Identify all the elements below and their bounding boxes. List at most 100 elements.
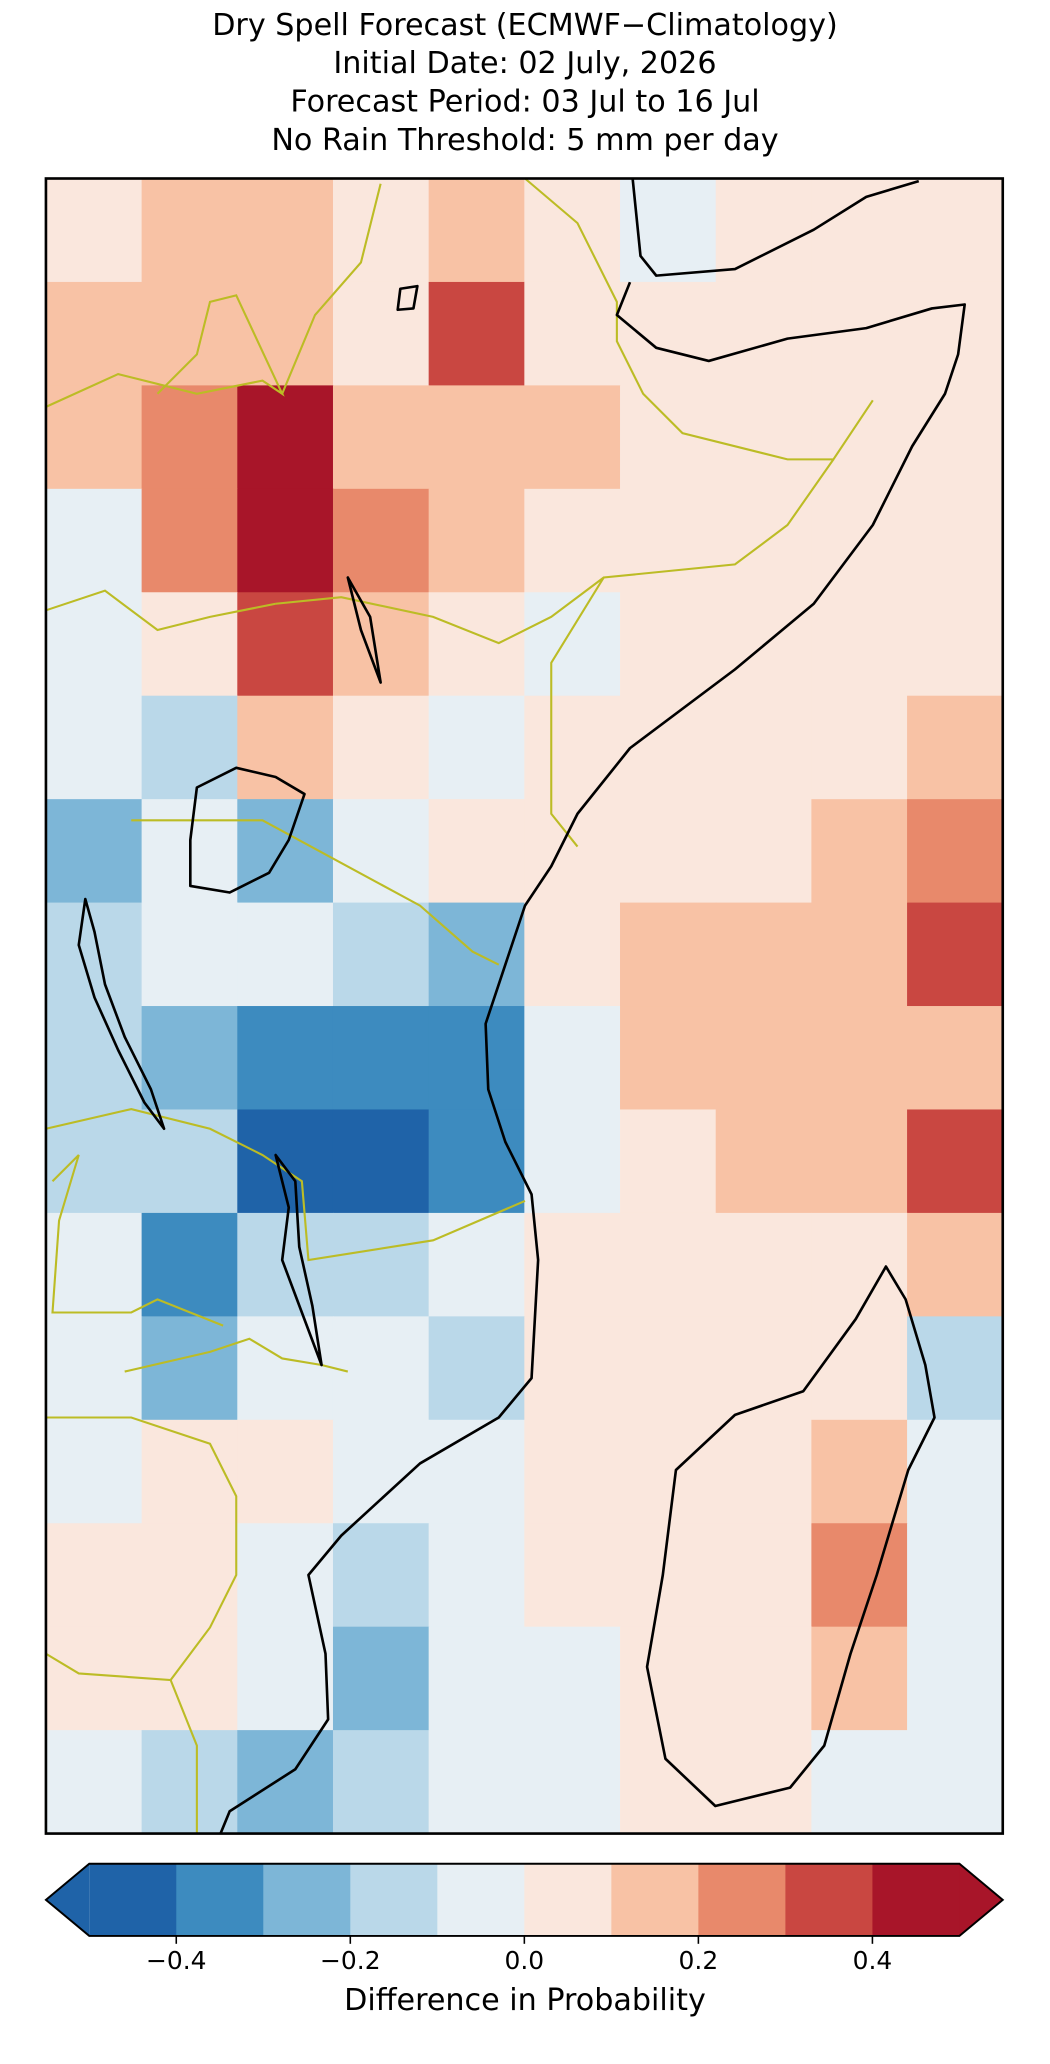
field-cell [811, 1626, 908, 1731]
field-cell [141, 902, 238, 1007]
field-cell [332, 488, 430, 593]
field-cell [45, 1730, 143, 1835]
field-cell [620, 281, 717, 387]
field-cell [620, 1419, 717, 1524]
border [275, 576, 605, 645]
field-cell [141, 1212, 238, 1318]
border [45, 589, 276, 632]
field-cell [45, 1316, 143, 1421]
field-cell [811, 1316, 908, 1421]
title-line: No Rain Threshold: 5 mm per day [271, 123, 778, 158]
field-cell [907, 281, 1004, 387]
field-cell [428, 1730, 525, 1835]
field-cell [524, 1626, 621, 1731]
field-cell [907, 1316, 1004, 1421]
title-line: Dry Spell Forecast (ECMWF−Climatology) [212, 8, 838, 43]
field-cell [907, 1419, 1004, 1524]
field-cell [524, 178, 621, 283]
field-cell [428, 178, 525, 283]
lake [189, 766, 306, 894]
coastline [219, 178, 966, 1835]
field-cell [332, 1109, 430, 1214]
field-cell [524, 1419, 621, 1524]
field-cell [524, 799, 621, 904]
field-cell [620, 488, 717, 593]
field-cell [620, 902, 717, 1007]
field-cell [524, 281, 621, 387]
field-cell [715, 695, 813, 800]
colorbar-bin [785, 1863, 873, 1936]
field-cell [620, 1730, 717, 1835]
lake [274, 1153, 323, 1367]
field-cell [237, 178, 334, 283]
field-cell [811, 799, 908, 904]
field-cell [237, 902, 334, 1007]
field-cell [715, 799, 813, 904]
field-cell [45, 799, 143, 904]
field-cell [811, 1006, 908, 1111]
border [51, 1154, 224, 1327]
field-cell [45, 1626, 143, 1731]
colorbar-bin [872, 1863, 960, 1936]
field-cell [620, 1212, 717, 1318]
field-cell [428, 1109, 525, 1214]
field-cell [237, 488, 334, 593]
field-cell [45, 385, 143, 490]
field-cell [332, 1730, 430, 1835]
colorbar-extend-max [959, 1863, 1003, 1936]
titles: Dry Spell Forecast (ECMWF−Climatology)In… [212, 8, 838, 158]
field-cell [332, 385, 430, 490]
field-cell [715, 1109, 813, 1214]
field-cell [811, 592, 908, 697]
field-cell [428, 1316, 525, 1421]
field-cell [524, 1730, 621, 1835]
field-cell [715, 1730, 813, 1835]
field-cell [332, 1626, 430, 1731]
field-cell [811, 1419, 908, 1524]
field-cell [45, 592, 143, 697]
field-cell [907, 488, 1004, 593]
field-cell [524, 1212, 621, 1318]
field-cell [45, 1006, 143, 1111]
field-cell [907, 1730, 1004, 1835]
field-cell [907, 902, 1004, 1007]
field-cell [428, 281, 525, 387]
field-cell [907, 799, 1004, 904]
field-cell [811, 1730, 908, 1835]
field-cell [620, 1316, 717, 1421]
field-cell [45, 1109, 143, 1214]
field-cell [141, 1730, 238, 1835]
field-cell [620, 695, 717, 800]
field-cell [524, 1316, 621, 1421]
field-cell [237, 1316, 334, 1421]
field-cell [237, 1523, 334, 1628]
field-cell [907, 1212, 1004, 1318]
field-cell [45, 178, 143, 283]
field-cell [428, 695, 525, 800]
coastlines [77, 178, 966, 1835]
field-cell [141, 695, 238, 800]
field-cell [811, 902, 908, 1007]
border [45, 1107, 526, 1262]
field-cell [715, 178, 813, 283]
field-cell [428, 1523, 525, 1628]
field-cell [620, 178, 717, 283]
map-frame [44, 177, 1005, 1835]
field-cell [141, 488, 238, 593]
title-line: Initial Date: 02 July, 2026 [333, 46, 716, 81]
field-cell [428, 592, 525, 697]
field-cell [332, 1006, 430, 1111]
field-cell [237, 1730, 334, 1835]
field-cell [237, 385, 334, 490]
field-cell [524, 488, 621, 593]
field-cell [237, 281, 334, 387]
colorbar-tick-label: 0.0 [505, 1946, 545, 1975]
field-cell [428, 1419, 525, 1524]
field-cell [332, 902, 430, 1007]
coastline [645, 1265, 936, 1808]
field-cell [428, 1626, 525, 1731]
field-cell [907, 1109, 1004, 1214]
colorbar-bin [263, 1863, 351, 1936]
field-cell [524, 1109, 621, 1214]
